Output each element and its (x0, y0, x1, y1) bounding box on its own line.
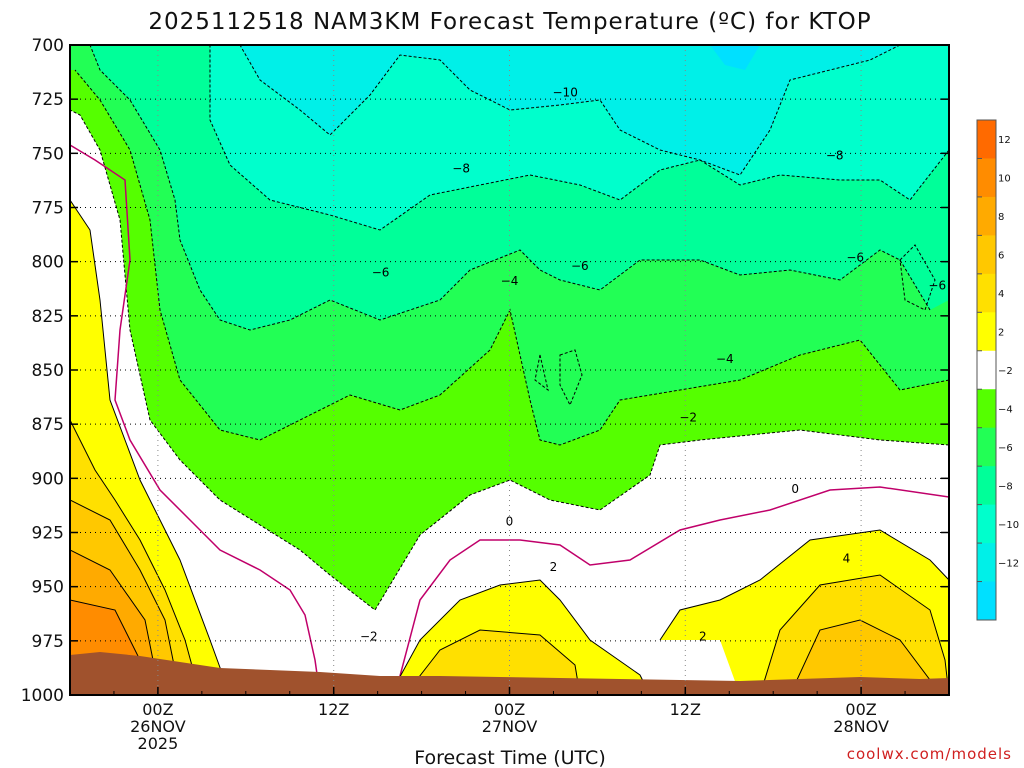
contour-label: −4 (501, 274, 519, 288)
x-axis-title: Forecast Time (UTC) (414, 747, 605, 768)
y-tick-label: 875 (32, 415, 64, 435)
colorbar-swatch (977, 389, 996, 429)
contour-label: −8 (826, 149, 844, 163)
y-tick-label: 700 (32, 36, 64, 56)
zero-contour (70, 144, 949, 695)
contour-label: −2 (679, 411, 697, 425)
colorbar-label: 4 (998, 289, 1004, 300)
colorbar-swatch (977, 235, 996, 275)
colorbar-swatch (977, 312, 996, 352)
band-6-right (790, 620, 935, 695)
colorbar-swatch (977, 581, 996, 621)
site-credit: coolwx.com/models (847, 745, 1012, 763)
y-tick-label: 850 (32, 361, 64, 381)
y-tick-label: 725 (32, 90, 64, 110)
x-tick-label: 00Z (494, 700, 525, 719)
y-tick-label: 800 (32, 253, 64, 273)
x-tick-label: 27NOV (482, 717, 538, 736)
y-axis: 700 725 750 775 800 825 850 875 900 925 950 975 1000 (21, 36, 949, 706)
colorbar: 12 10 8 6 4 2 −2 −4 −6 −8 −10 −12 (976, 119, 1019, 621)
colorbar-label: −4 (998, 404, 1013, 415)
y-tick-label: 900 (32, 469, 64, 489)
cold-contours (70, 45, 949, 611)
colorbar-swatch (977, 427, 996, 467)
contour-label: −4 (716, 352, 734, 366)
x-tick-label: 00Z (845, 700, 876, 719)
colorbar-label: −8 (998, 481, 1013, 492)
contour-label: −6 (928, 279, 946, 293)
colorbar-swatch (977, 543, 996, 583)
terrain-ground (70, 652, 949, 695)
x-tick-label: 2025 (138, 734, 179, 753)
contour-label: 0 (791, 482, 799, 496)
y-tick-label: 1000 (21, 686, 64, 706)
y-tick-label: 925 (32, 524, 64, 544)
contour-label: −6 (846, 250, 864, 264)
colorbar-swatch (977, 120, 996, 159)
colorbar-swatch (977, 273, 996, 313)
colorbar-label: 6 (998, 251, 1004, 262)
colorbar-label: −2 (998, 366, 1013, 377)
contour-label: −8 (452, 162, 470, 176)
x-tick-label: 28NOV (833, 717, 889, 736)
colorbar-label: −10 (998, 520, 1019, 531)
colorbar-label: −12 (998, 558, 1019, 569)
y-tick-label: 775 (32, 199, 64, 219)
y-tick-label: 750 (32, 144, 64, 164)
contour-label: −10 (553, 86, 578, 100)
contour-label: 2 (699, 630, 707, 644)
contour-labels: −10 −8 −8 −6 −6 −6 −6 −4 −4 −2 −2 0 0 2 2 4 (360, 86, 946, 644)
colorbar-label: 12 (998, 135, 1011, 146)
y-tick-label: 950 (32, 578, 64, 598)
x-tick-label: 12Z (670, 700, 701, 719)
colorbar-swatch (977, 196, 996, 236)
y-tick-label: 825 (32, 307, 64, 327)
band-minus10-region (240, 45, 900, 175)
colorbar-label: 10 (998, 174, 1011, 185)
colorbar-label: 8 (998, 212, 1004, 223)
colorbar-swatch (977, 466, 996, 506)
colorbar-frame (976, 119, 997, 621)
colorbar-swatch (977, 350, 996, 390)
contour-label: −6 (571, 259, 589, 273)
x-tick-label: 12Z (318, 700, 349, 719)
colorbar-label: −6 (998, 443, 1013, 454)
grid-lines (70, 45, 949, 695)
colorbar-label: 2 (998, 328, 1004, 339)
x-tick-label: 26NOV (130, 717, 186, 736)
colorbar-swatch (977, 504, 996, 544)
contour-label: −2 (360, 630, 378, 644)
x-tick-label: 00Z (142, 700, 173, 719)
chart-title: 2025112518 NAM3KM Forecast Temperature (… (148, 9, 871, 35)
contour-label: −6 (372, 266, 390, 280)
y-tick-label: 975 (32, 632, 64, 652)
band-minus12-region (710, 45, 760, 70)
colorbar-swatch (977, 158, 996, 198)
contour-label: 2 (550, 560, 558, 574)
contour-label: 0 (506, 515, 514, 529)
contour-label: 4 (843, 552, 851, 566)
